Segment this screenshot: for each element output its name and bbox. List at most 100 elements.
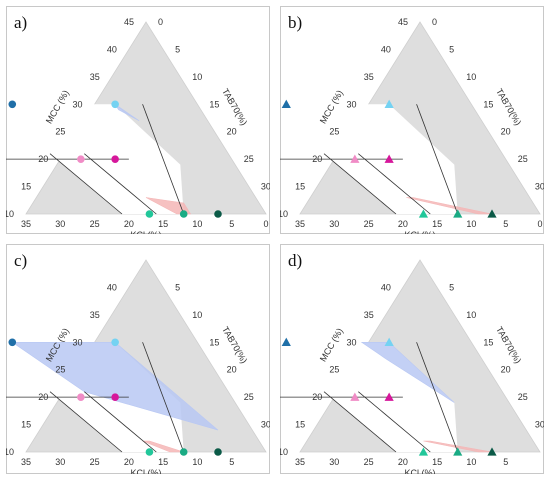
data-point — [8, 100, 17, 109]
constraint-line — [142, 342, 185, 453]
axis-title-kcl: KCl (%) — [405, 230, 436, 234]
tick-label-mcc: 20 — [312, 392, 322, 402]
tick-label-mcc: 20 — [38, 392, 48, 402]
tick-label-kcl: 35 — [295, 219, 305, 229]
tick-label-tab70: 20 — [227, 127, 237, 137]
axis-title-kcl: KCl (%) — [405, 468, 436, 474]
tick-label-mcc: 35 — [364, 72, 374, 82]
data-point — [145, 210, 154, 218]
tick-label-kcl: 15 — [158, 219, 168, 229]
shaded-region — [11, 342, 219, 431]
tick-label-tab70: 10 — [192, 310, 202, 320]
data-point — [418, 447, 429, 456]
tick-label-kcl: 35 — [21, 219, 31, 229]
data-point — [281, 337, 291, 346]
tick-label-kcl: 15 — [432, 219, 442, 229]
data-point — [384, 154, 394, 163]
panel-label: b) — [288, 13, 302, 32]
shaded-region — [360, 342, 455, 403]
axis-title-kcl: KCl (%) — [131, 468, 162, 474]
tick-label-kcl: 25 — [90, 219, 100, 229]
chart-svg: 4540353025201510051015202530353530252015… — [0, 6, 288, 240]
tick-label-tab70: 10 — [466, 310, 476, 320]
tick-label-mcc: 20 — [38, 154, 48, 164]
tick-label-mcc: 35 — [90, 310, 100, 320]
tick-label-mcc: 25 — [329, 365, 339, 375]
constraint-line — [416, 104, 459, 215]
tick-label-kcl: 5 — [229, 457, 234, 467]
tick-label-kcl: 10 — [466, 219, 476, 229]
shaded-region — [142, 440, 184, 453]
tick-label-mcc: 10 — [280, 447, 288, 457]
tick-label-mcc: 45 — [398, 17, 408, 27]
tick-label-tab70: 10 — [466, 72, 476, 82]
tick-label-kcl: 20 — [398, 457, 408, 467]
data-point — [214, 448, 222, 456]
tick-label-tab70: 5 — [449, 44, 454, 54]
constraint-line — [323, 153, 397, 215]
data-point — [487, 447, 497, 456]
tick-label-kcl: 15 — [432, 457, 442, 467]
tick-label-tab70: 5 — [449, 282, 454, 292]
data-point — [145, 448, 154, 456]
tick-label-tab70: 30 — [535, 182, 544, 192]
tick-label-tab70: 25 — [244, 392, 254, 402]
tick-label-mcc: 10 — [6, 209, 14, 219]
constraint-line — [49, 153, 123, 215]
data-point — [350, 154, 360, 163]
tick-label-mcc: 35 — [90, 72, 100, 82]
panel-label: c) — [14, 251, 27, 270]
tick-label-mcc: 20 — [312, 154, 322, 164]
chart-panel-b: 4540353025201510051015202530353530252015… — [265, 6, 545, 240]
data-point — [350, 392, 360, 401]
data-point — [77, 393, 85, 401]
data-point — [418, 209, 429, 218]
data-point — [453, 209, 463, 218]
tick-label-mcc: 40 — [381, 44, 391, 54]
tick-label-mcc: 40 — [107, 44, 117, 54]
tick-label-kcl: 30 — [55, 219, 65, 229]
tick-label-kcl: 25 — [364, 219, 374, 229]
tick-label-kcl: 35 — [295, 457, 305, 467]
panel-label: a) — [14, 13, 27, 32]
tick-label-kcl: 30 — [55, 457, 65, 467]
tick-label-mcc: 10 — [6, 447, 14, 457]
data-point — [384, 337, 394, 346]
tick-label-kcl: 35 — [21, 457, 31, 467]
tick-label-tab70: 30 — [261, 420, 270, 430]
tick-label-kcl: 25 — [364, 457, 374, 467]
constraint-line — [49, 391, 123, 453]
tick-label-tab70: 15 — [209, 99, 219, 109]
tick-label-tab70: 15 — [209, 337, 219, 347]
tick-label-kcl: 0 — [263, 219, 268, 229]
tick-label-mcc: 45 — [124, 17, 134, 27]
tick-label-kcl: 30 — [329, 219, 339, 229]
tick-label-tab70: 25 — [518, 154, 528, 164]
chart-svg: 4540353025201510051015202530353530252015… — [265, 6, 545, 240]
tick-label-tab70: 10 — [192, 72, 202, 82]
tick-label-tab70: 0 — [158, 17, 163, 27]
tick-label-tab70: 20 — [501, 127, 511, 137]
data-point — [8, 338, 17, 347]
tick-label-tab70: 15 — [483, 99, 493, 109]
tick-label-mcc: 25 — [55, 127, 65, 137]
tick-label-kcl: 0 — [537, 219, 542, 229]
data-point — [111, 155, 119, 163]
chart-svg: 4035302520151051015202530353530252015105… — [0, 244, 288, 478]
tick-label-tab70: 30 — [535, 420, 544, 430]
data-point — [179, 448, 188, 456]
tick-label-mcc: 30 — [347, 99, 357, 109]
tick-label-kcl: 10 — [466, 457, 476, 467]
tick-label-tab70: 20 — [227, 365, 237, 375]
tick-label-tab70: 30 — [261, 182, 270, 192]
tick-label-kcl: 20 — [124, 457, 134, 467]
tick-label-tab70: 5 — [175, 44, 180, 54]
tick-label-kcl: 10 — [192, 219, 202, 229]
data-point — [214, 210, 222, 218]
data-point — [384, 392, 394, 401]
tick-label-kcl: 5 — [229, 219, 234, 229]
constraint-line — [84, 391, 157, 453]
tick-label-tab70: 15 — [483, 337, 493, 347]
tick-label-kcl: 25 — [90, 457, 100, 467]
tick-label-kcl: 30 — [329, 457, 339, 467]
